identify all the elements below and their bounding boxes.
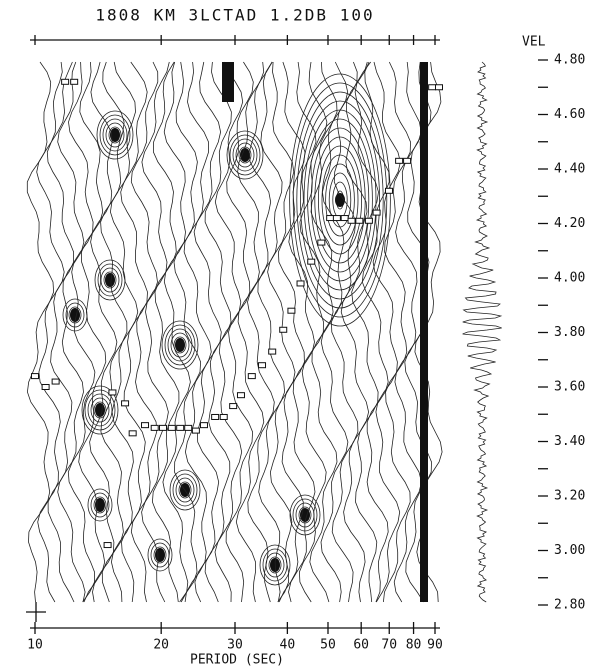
contour: [415, 62, 442, 602]
y-tick-label: 4.40: [554, 162, 585, 177]
point: [220, 414, 227, 419]
y-tick-label: 4.00: [554, 271, 585, 286]
x-tick-label: 70: [381, 638, 397, 653]
point: [237, 393, 244, 398]
contour: [37, 62, 64, 602]
point: [230, 404, 237, 409]
x-tick-label: 20: [153, 638, 169, 653]
point: [71, 79, 78, 84]
point: [142, 423, 149, 428]
point: [109, 390, 116, 395]
contour: [27, 62, 53, 602]
point: [248, 374, 255, 379]
point: [280, 327, 287, 332]
x-tick-label: 30: [227, 638, 243, 653]
x-tick-label: 90: [427, 638, 443, 653]
contour: [383, 62, 410, 602]
contour-core: [175, 338, 185, 352]
point: [356, 218, 363, 223]
point: [333, 216, 340, 221]
y-tick-label: 3.00: [554, 543, 585, 558]
point: [269, 349, 276, 354]
point: [192, 428, 199, 433]
y-tick-label: 4.80: [554, 53, 585, 68]
point: [288, 308, 295, 313]
contour-core: [95, 403, 105, 417]
y-tick-label: 4.60: [554, 107, 585, 122]
point: [42, 385, 49, 390]
point: [318, 240, 325, 245]
x-tick-label: 40: [280, 638, 296, 653]
x-axis-label: PERIOD (SEC): [190, 653, 284, 668]
point: [159, 425, 166, 430]
contour: [352, 62, 379, 602]
contour: [152, 62, 179, 602]
point: [168, 425, 175, 430]
point: [385, 188, 392, 193]
chart-title: 1808 KM 3LCTAD 1.2DB 100: [95, 6, 374, 25]
contour: [194, 62, 221, 602]
x-tick-label: 10: [27, 638, 43, 653]
contour: [236, 62, 263, 602]
point: [429, 85, 436, 90]
contour: [321, 62, 348, 602]
x-tick-label: 50: [320, 638, 336, 653]
point: [348, 218, 355, 223]
point: [365, 218, 372, 223]
contour-core: [155, 548, 165, 562]
point: [327, 216, 334, 221]
contour: [90, 62, 117, 602]
y-tick-label: 3.40: [554, 434, 585, 449]
x-tick-label: 80: [406, 638, 422, 653]
contour: [341, 62, 368, 602]
contour: [184, 62, 211, 602]
point: [212, 414, 219, 419]
contour-band: [222, 62, 234, 102]
contour: [121, 62, 148, 602]
point: [436, 85, 443, 90]
point: [259, 363, 266, 368]
point: [62, 79, 69, 84]
contour-core: [240, 148, 250, 162]
point: [341, 216, 348, 221]
y-tick-label: 3.60: [554, 380, 585, 395]
point: [129, 431, 136, 436]
point: [52, 379, 59, 384]
contour: [58, 62, 85, 602]
contour: [163, 62, 191, 602]
y-tick-label: 3.80: [554, 325, 585, 340]
point: [404, 158, 411, 163]
chart: 1808 KM 3LCTAD 1.2DB 100 PERIOD (SEC) VE…: [0, 0, 601, 671]
point: [177, 425, 184, 430]
contour-core: [105, 273, 115, 287]
contour: [68, 62, 95, 602]
y-axis-label: VEL: [522, 35, 546, 50]
point: [104, 543, 111, 548]
point: [396, 158, 403, 163]
point: [308, 259, 315, 264]
contours: [27, 62, 442, 602]
point: [32, 374, 39, 379]
point: [185, 425, 192, 430]
y-tick-label: 2.80: [554, 598, 585, 613]
y-tick-label: 4.20: [554, 216, 585, 231]
contour-band: [420, 62, 428, 602]
point: [297, 281, 304, 286]
x-tick-label: 60: [353, 638, 369, 653]
seismogram: [463, 62, 502, 602]
y-tick-label: 3.20: [554, 489, 585, 504]
point: [373, 210, 380, 215]
point: [200, 423, 207, 428]
point: [122, 401, 129, 406]
point: [151, 425, 158, 430]
